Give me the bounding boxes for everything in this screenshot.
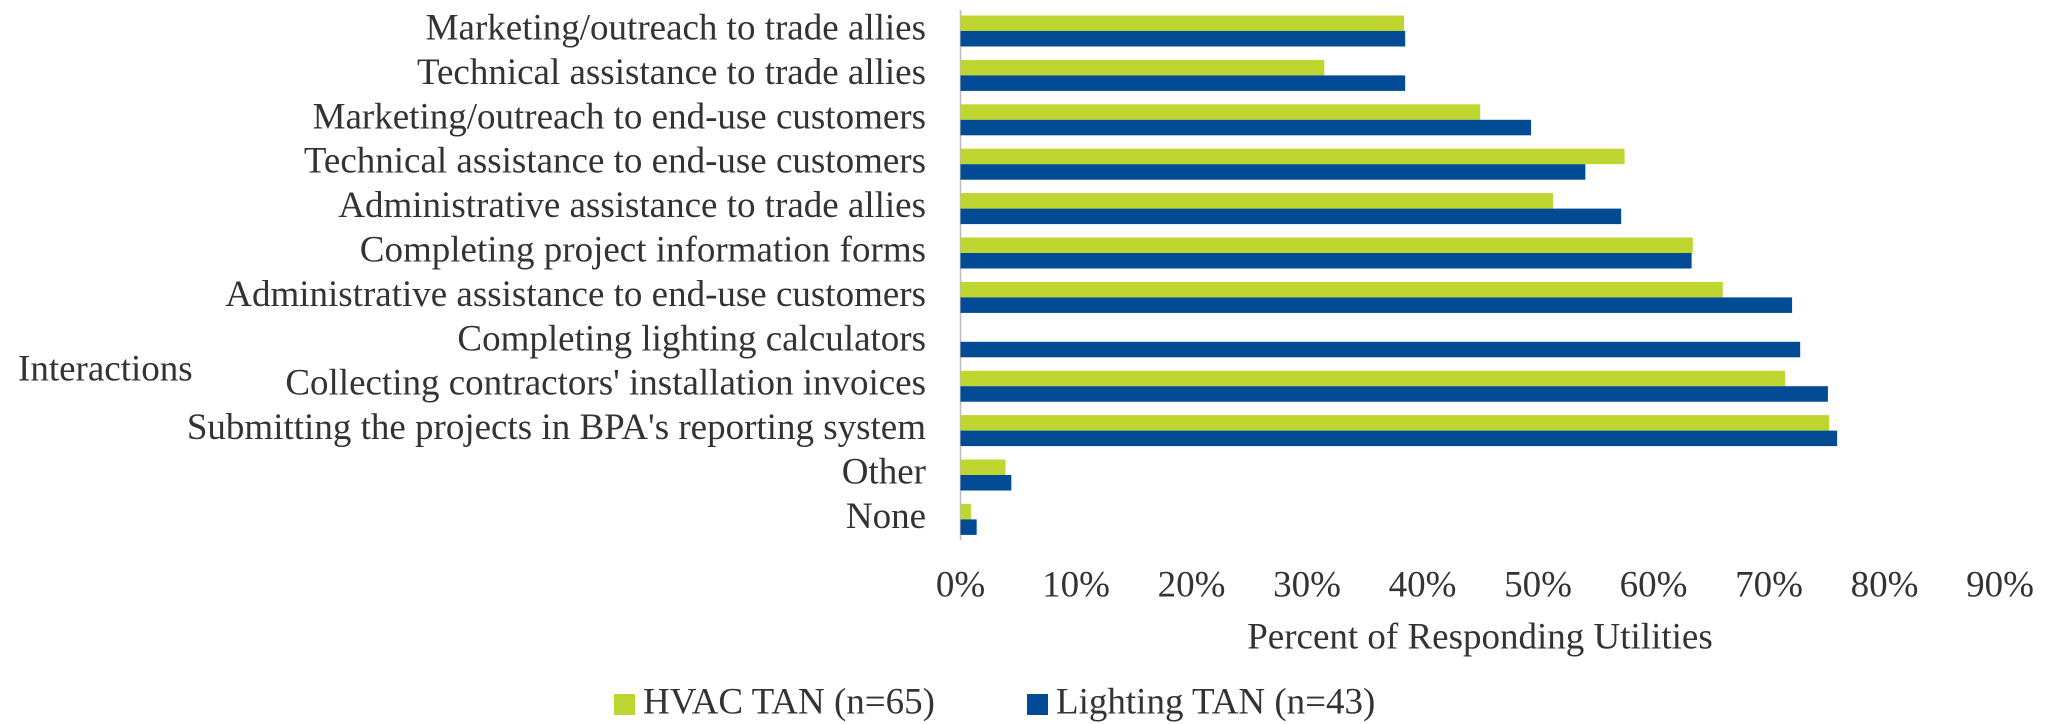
x-tick-label: 10%	[1042, 564, 1110, 605]
y-tick-label: Collecting contractors' installation inv…	[285, 363, 926, 404]
y-tick-label: Submitting the projects in BPA's reporti…	[187, 407, 926, 448]
x-tick-label: 70%	[1735, 564, 1803, 605]
y-tick-label: Technical assistance to trade allies	[417, 52, 926, 93]
x-tick-label: 90%	[1966, 564, 2034, 605]
bar	[960, 75, 1406, 91]
bar	[960, 430, 1838, 447]
x-tick-label: 40%	[1389, 564, 1457, 605]
y-tick-label: Marketing/outreach to end-use customers	[313, 96, 926, 137]
bar	[960, 253, 1692, 269]
bar	[960, 237, 1693, 253]
x-tick-label: 80%	[1851, 564, 1919, 605]
bar	[960, 475, 1012, 491]
bar	[960, 119, 1532, 136]
legend-swatch	[1027, 694, 1048, 715]
bar	[960, 164, 1586, 180]
bar	[960, 519, 977, 535]
bar	[960, 208, 1622, 225]
y-tick-label: Completing project information forms	[360, 229, 926, 270]
bar	[960, 503, 971, 520]
bar	[960, 370, 1786, 387]
y-tick-label: Administrative assistance to end-use cus…	[225, 274, 926, 315]
y-tick-label: Completing lighting calculators	[457, 318, 926, 359]
bar	[960, 386, 1828, 402]
bar	[960, 148, 1625, 165]
bar	[960, 459, 1006, 475]
y-axis-label: Interactions	[18, 348, 193, 389]
y-tick-label: Other	[842, 451, 926, 492]
bar	[960, 297, 1793, 313]
x-tick-label: 30%	[1273, 564, 1341, 605]
bar	[960, 415, 1830, 431]
legend-label: Lighting TAN (n=43)	[1056, 681, 1375, 722]
bar	[960, 104, 1481, 120]
y-tick-label: Marketing/outreach to trade allies	[426, 7, 926, 48]
x-tick-label: 20%	[1158, 564, 1226, 605]
bar	[960, 193, 1554, 209]
bar	[960, 281, 1723, 298]
bar	[960, 341, 1801, 358]
legend-label: HVAC TAN (n=65)	[643, 681, 935, 722]
bar	[960, 31, 1406, 47]
x-tick-label: 0%	[936, 564, 985, 605]
x-axis-label: Percent of Responding Utilities	[1247, 616, 1713, 657]
y-tick-label: Administrative assistance to trade allie…	[338, 185, 926, 226]
y-tick-label: None	[846, 496, 926, 537]
x-tick-label: 60%	[1620, 564, 1688, 605]
bar	[960, 15, 1405, 31]
legend-swatch	[614, 694, 635, 715]
bar	[960, 59, 1325, 76]
y-tick-label: Technical assistance to end-use customer…	[304, 141, 926, 182]
x-tick-label: 50%	[1504, 564, 1572, 605]
